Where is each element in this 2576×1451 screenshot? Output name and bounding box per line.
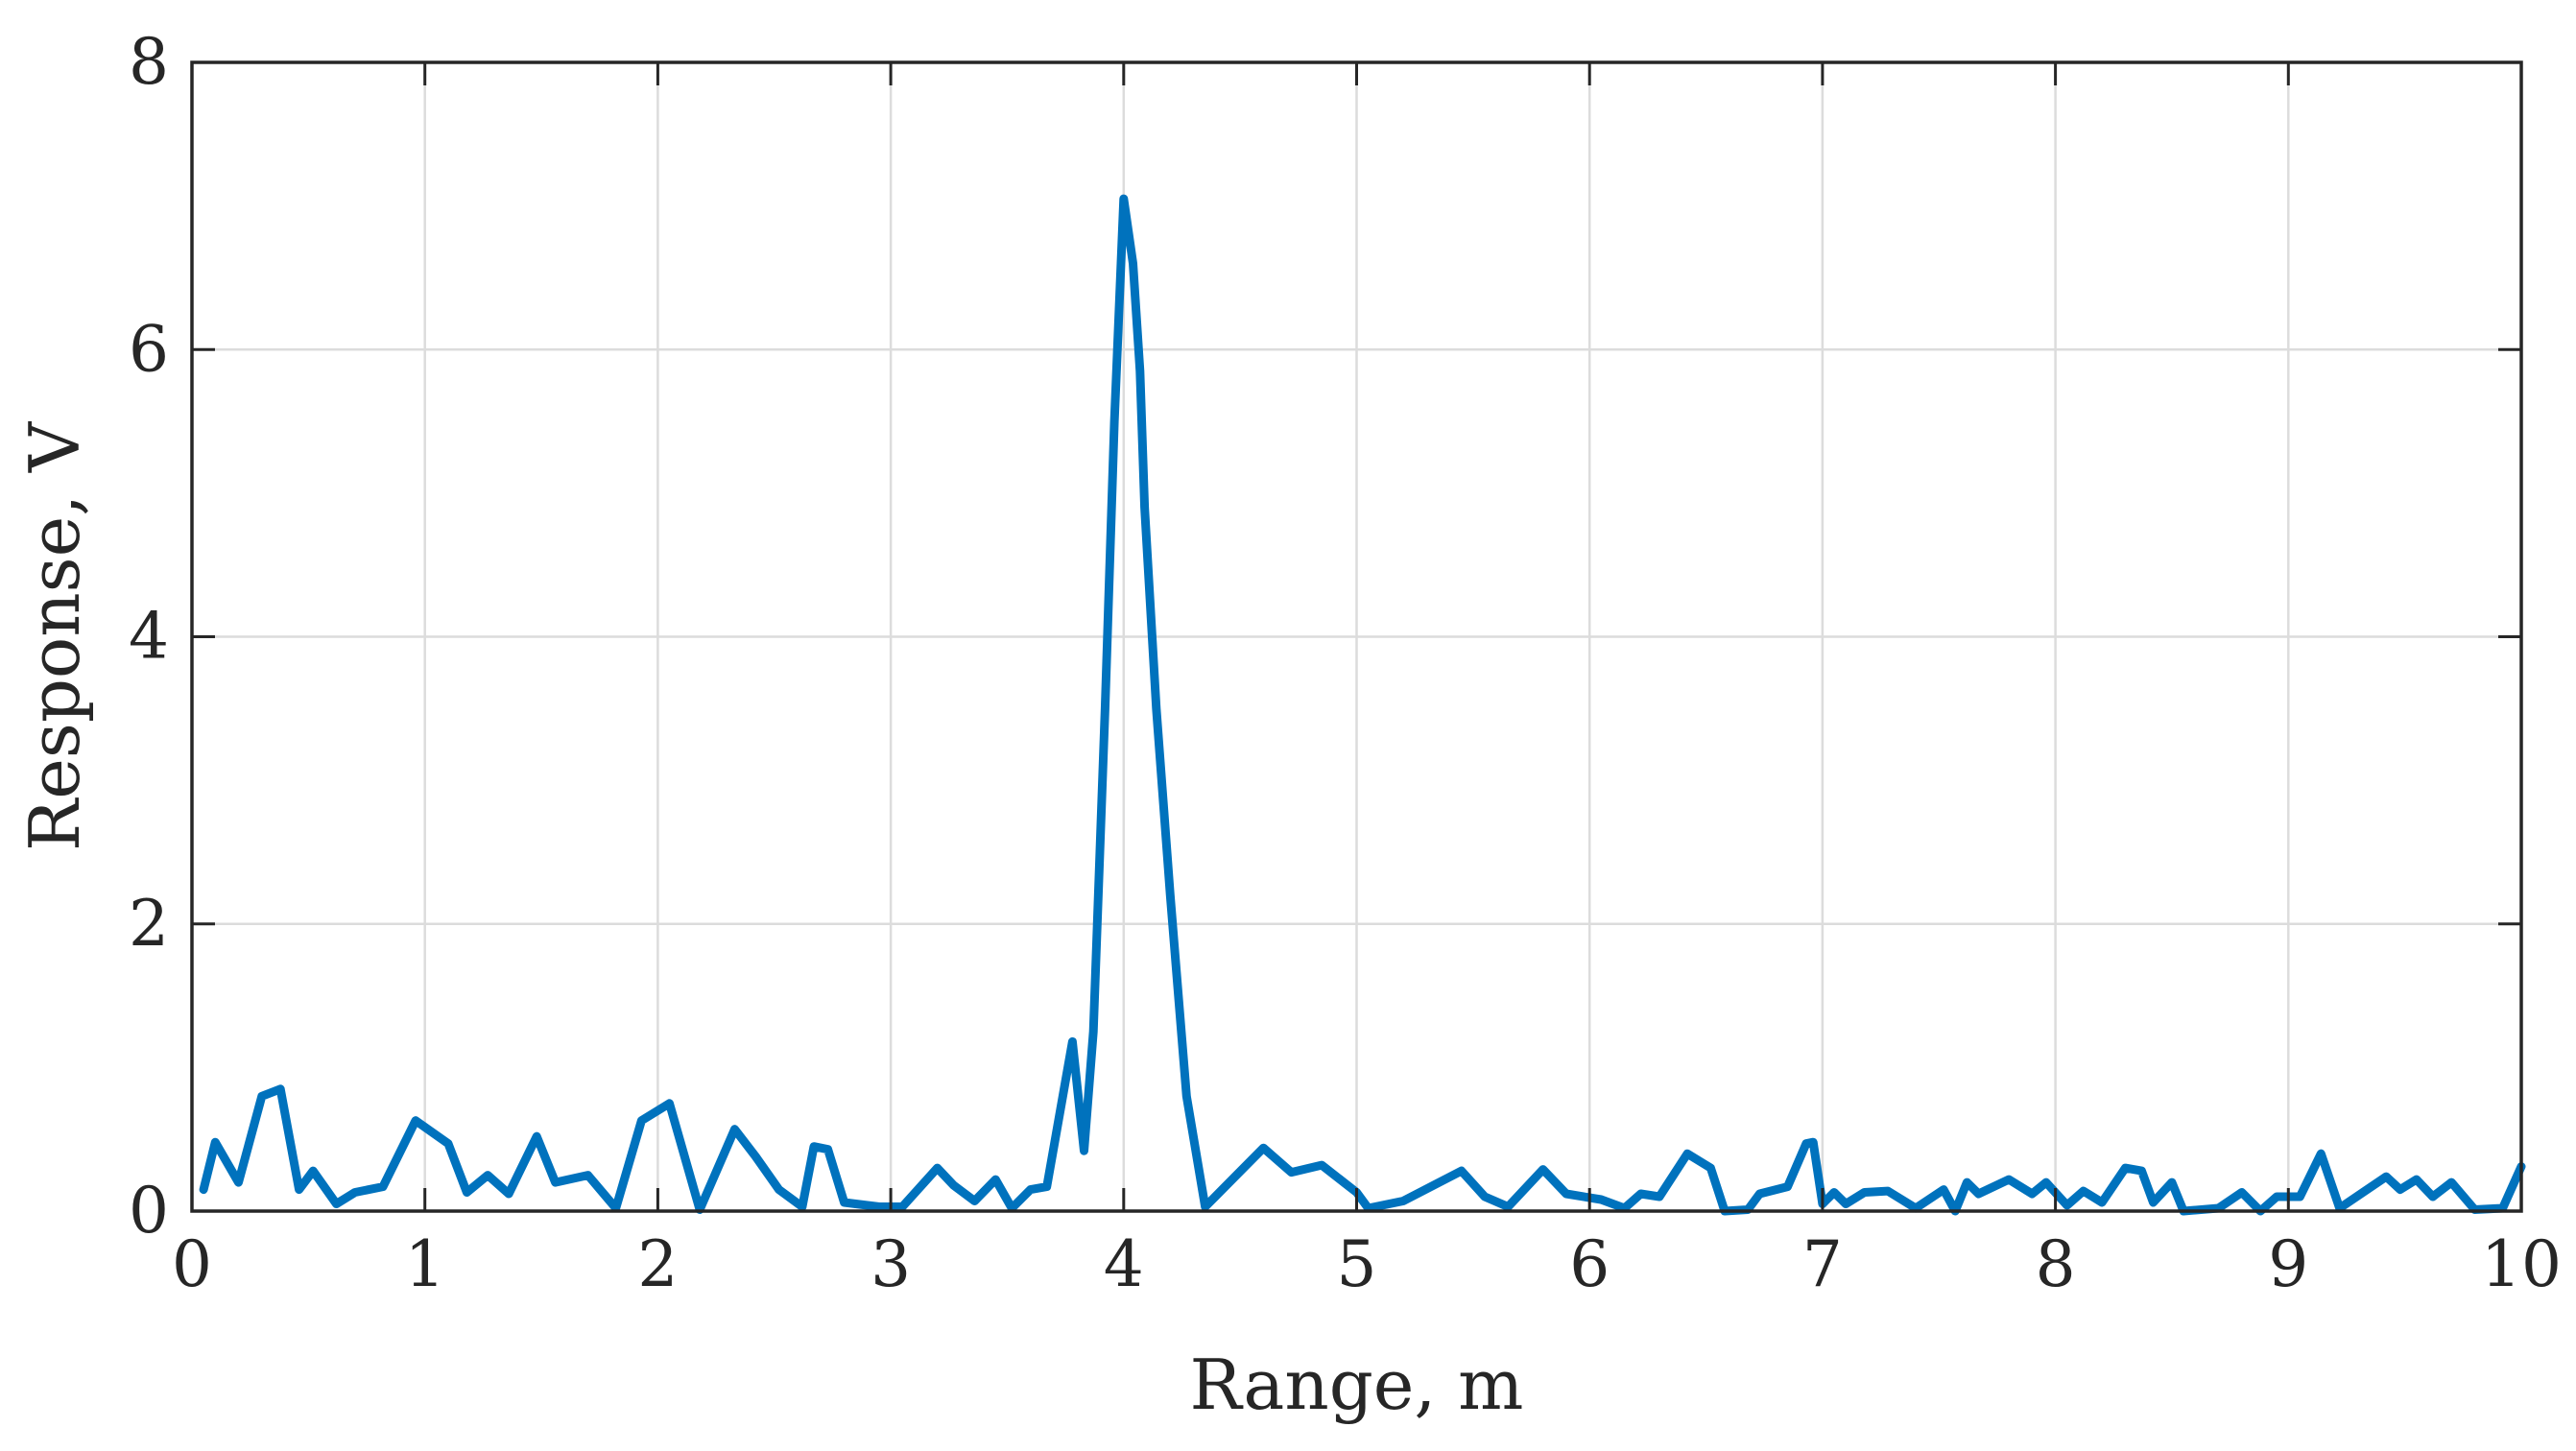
x-tick-label: 0: [172, 1227, 212, 1301]
series-line: [199, 194, 2526, 1216]
grid: [192, 62, 2521, 1211]
tick-labels: 0 1 2 3 4 5 6 7 8 9 10 0 2 4 6 8: [129, 25, 2562, 1301]
x-tick-label: 6: [1569, 1227, 1610, 1301]
y-tick-label: 4: [129, 600, 169, 674]
x-tick-label: 7: [1802, 1227, 1843, 1301]
y-tick-label: 0: [129, 1174, 169, 1248]
x-axis-label: Range, m: [1190, 1344, 1524, 1425]
ticks: [190, 60, 2523, 1213]
y-tick-label: 8: [129, 25, 169, 99]
x-tick-label: 8: [2036, 1227, 2076, 1301]
x-tick-label: 2: [637, 1227, 678, 1301]
x-tick-label: 5: [1337, 1227, 1377, 1301]
x-tick-label: 4: [1104, 1227, 1144, 1301]
y-tick-label: 2: [129, 887, 169, 961]
y-axis-label: Response, V: [14, 420, 95, 851]
x-tick-label: 1: [405, 1227, 445, 1301]
series-layer: [199, 194, 2526, 1216]
x-tick-label: 10: [2481, 1227, 2562, 1301]
x-tick-label: 9: [2268, 1227, 2308, 1301]
x-tick-label: 3: [871, 1227, 911, 1301]
y-tick-label: 6: [129, 312, 169, 386]
